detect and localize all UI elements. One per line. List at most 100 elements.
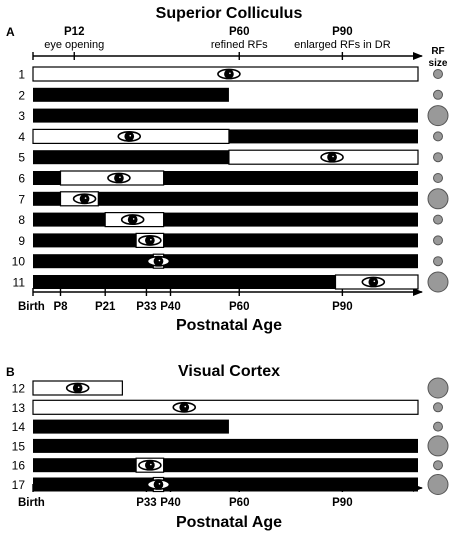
- rf-size-circle: [433, 69, 443, 79]
- timeline-row-10: 10: [12, 253, 443, 269]
- row-number: 10: [12, 255, 26, 269]
- eye-icon: [117, 130, 142, 142]
- light-exposure-segment: [32, 399, 419, 415]
- axis-tick-label: P60: [229, 497, 249, 509]
- timeline-row-6: 6: [18, 170, 443, 186]
- eye-icon: [107, 172, 131, 184]
- timeline-row-13: 13: [12, 399, 443, 415]
- rf-size-circle: [433, 402, 443, 413]
- row-number: 6: [18, 172, 25, 186]
- row-number: 16: [12, 459, 26, 473]
- rf-size-circle: [433, 173, 443, 183]
- timeline-row-16: 16: [12, 457, 443, 473]
- panel-a-axis-label: Postnatal Age: [176, 317, 282, 334]
- timeline-row-4: 4: [18, 128, 443, 144]
- row-number: 5: [18, 151, 25, 165]
- row-number: 3: [18, 109, 25, 123]
- dark-rearing-bar: [33, 438, 418, 453]
- axis-tick-label: P40: [160, 497, 180, 509]
- row-number: 12: [12, 382, 26, 396]
- dark-rearing-bar: [33, 212, 418, 227]
- timeline-row-11: 11: [13, 271, 449, 293]
- timeline-row-15: 15: [12, 435, 449, 457]
- dark-rearing-bar: [33, 87, 229, 102]
- eye-icon: [361, 276, 386, 288]
- milestone-day: P60: [229, 26, 249, 38]
- dark-rearing-bar: [33, 275, 418, 289]
- dark-rearing-bar: [33, 477, 418, 492]
- rf-size-circle: [427, 105, 449, 127]
- row-number: 7: [18, 192, 25, 206]
- eye-icon: [138, 459, 162, 471]
- rf-size-circle: [433, 256, 443, 267]
- rf-size-circle: [427, 271, 449, 293]
- dark-rearing-bar: [33, 419, 229, 434]
- axis-tick-label: P8: [53, 301, 68, 313]
- row-number: 13: [12, 401, 26, 415]
- panel-b-title: Visual Cortex: [178, 363, 280, 380]
- timeline-row-3: 3: [18, 105, 449, 127]
- timeline-row-2: 2: [18, 87, 443, 102]
- dark-rearing-bar: [33, 233, 418, 248]
- timeline-row-1: 1: [18, 66, 443, 82]
- row-number: 11: [13, 276, 26, 290]
- timeline-row-7: 7: [18, 188, 449, 210]
- timeline-row-5: 5: [18, 149, 443, 165]
- rf-size-circle: [433, 89, 443, 100]
- eye-icon: [172, 401, 197, 413]
- eye-icon: [320, 151, 344, 163]
- rf-size-circle: [427, 188, 449, 210]
- panel-b-label: B: [6, 365, 15, 379]
- rf-size-circle: [427, 474, 449, 495]
- timeline-row-17: 17: [12, 474, 449, 495]
- milestone-description: refined RFs: [211, 39, 268, 51]
- milestone-description: eye opening: [44, 39, 104, 51]
- rf-size-header-line1: RF: [431, 46, 444, 57]
- rf-size-circle: [433, 152, 443, 163]
- timeline-row-9: 9: [18, 232, 443, 248]
- eye-icon: [146, 255, 171, 267]
- eye-icon: [72, 193, 97, 205]
- row-number: 8: [18, 213, 25, 227]
- rf-size-circle: [427, 377, 449, 399]
- rf-size-circle: [433, 421, 443, 432]
- milestone-day: P12: [64, 26, 84, 38]
- row-number: 2: [18, 88, 25, 102]
- panel-a-title: Superior Colliculus: [156, 5, 303, 22]
- rf-size-circle: [433, 131, 443, 142]
- milestone-description: enlarged RFs in DR: [294, 39, 391, 51]
- axis-tick-label: P33: [136, 497, 156, 509]
- eye-icon: [146, 479, 171, 490]
- axis-tick-label: P40: [160, 301, 180, 313]
- axis-tick-label: P33: [136, 301, 156, 313]
- milestone-day: P90: [332, 26, 352, 38]
- rf-size-circle: [433, 235, 443, 246]
- row-number: 15: [12, 439, 26, 453]
- rf-size-circle: [433, 214, 443, 225]
- panel-b-axis-label: Postnatal Age: [176, 514, 282, 531]
- eye-icon: [138, 234, 162, 246]
- row-number: 17: [12, 478, 26, 492]
- rf-size-header-line2: size: [429, 58, 448, 69]
- row-number: 4: [18, 130, 25, 144]
- rf-size-circle: [433, 460, 443, 471]
- dark-rearing-bar: [33, 191, 418, 206]
- axis-tick-label: P90: [332, 497, 352, 509]
- row-number: 9: [18, 234, 25, 248]
- row-number: 14: [12, 420, 26, 434]
- eye-icon: [65, 382, 90, 394]
- dark-rearing-bar: [33, 108, 418, 123]
- timeline-row-12: 12: [12, 377, 449, 399]
- rf-size-circle: [427, 435, 449, 457]
- dark-rearing-bar: [33, 458, 418, 473]
- timeline-row-8: 8: [18, 212, 443, 228]
- eye-icon: [120, 214, 145, 226]
- eye-icon: [217, 68, 241, 80]
- axis-tick-label: P21: [95, 301, 116, 313]
- axis-tick-label: P60: [229, 301, 249, 313]
- axis-tick-label: Birth: [18, 301, 45, 313]
